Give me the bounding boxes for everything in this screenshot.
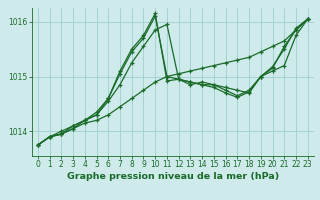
- X-axis label: Graphe pression niveau de la mer (hPa): Graphe pression niveau de la mer (hPa): [67, 172, 279, 181]
